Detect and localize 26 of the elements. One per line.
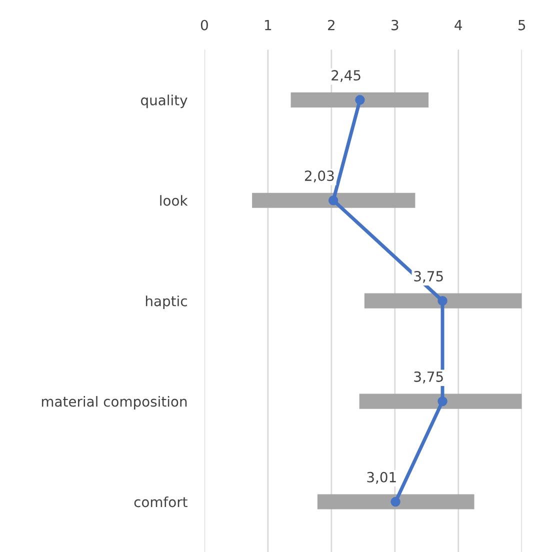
- point: [390, 496, 400, 507]
- point: [438, 296, 448, 306]
- data-label: 3,75: [414, 270, 443, 283]
- data-label: 2,03: [304, 170, 334, 182]
- x-tick-label: 5: [518, 20, 526, 30]
- y-tick-label: comfort: [134, 496, 188, 508]
- x-tick-label: 3: [392, 20, 398, 30]
- bar: [252, 192, 416, 208]
- data-label: 3,75: [414, 371, 443, 384]
- x-tick-label: 0: [200, 20, 208, 30]
- y-tick-label: quality: [141, 94, 188, 108]
- point: [328, 196, 338, 206]
- point: [355, 95, 365, 105]
- bar: [364, 293, 522, 308]
- point: [438, 396, 448, 406]
- bar: [359, 394, 522, 409]
- x-tick-label: 2: [328, 20, 334, 30]
- bar: [317, 494, 474, 510]
- y-tick-label: haptic: [146, 296, 187, 310]
- data-label: 3,01: [367, 472, 396, 484]
- data-label: 2,45: [332, 70, 360, 82]
- x-tick-label: 1: [265, 20, 272, 30]
- bar: [290, 92, 429, 108]
- x-tick-label: 4: [454, 20, 462, 30]
- y-tick-label: look: [160, 195, 188, 206]
- y-tick-label: material composition: [42, 396, 187, 410]
